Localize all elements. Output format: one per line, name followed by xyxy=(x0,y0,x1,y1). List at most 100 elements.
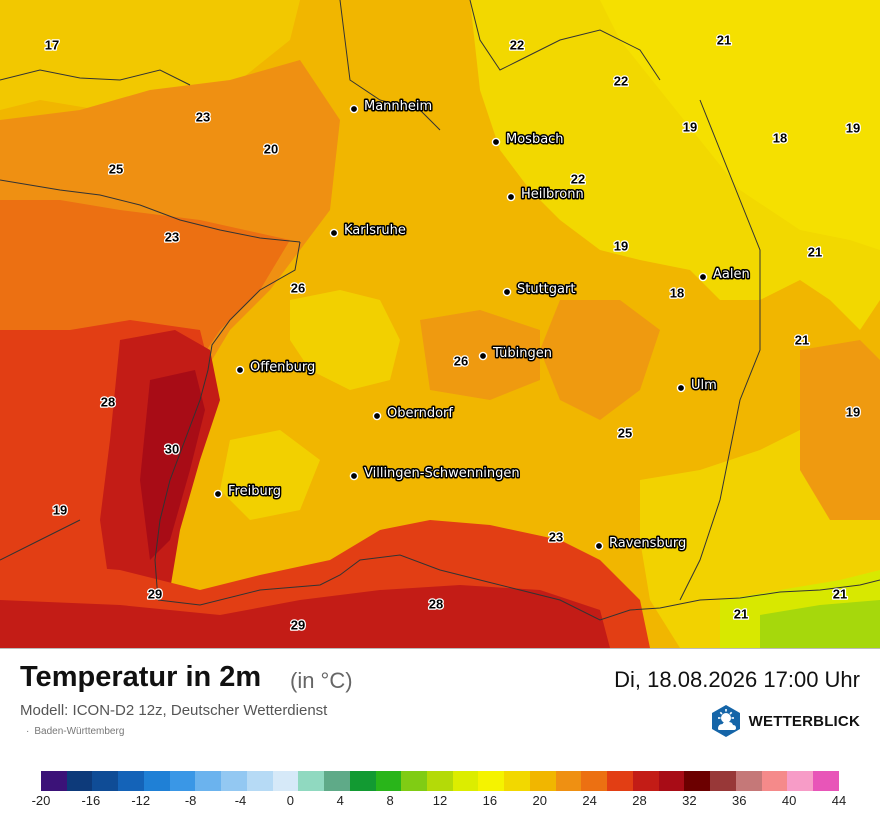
temperature-value: 19 xyxy=(846,120,860,135)
city-marker: Mosbach xyxy=(491,131,565,149)
legend-label: -8 xyxy=(184,793,197,808)
temperature-value: 25 xyxy=(618,425,632,440)
city-marker: Mannheim xyxy=(349,98,434,116)
legend-swatch xyxy=(581,771,608,791)
legend-swatch xyxy=(632,771,659,791)
legend-label: -16 xyxy=(81,793,101,808)
color-legend xyxy=(41,771,839,791)
city-marker: Aalen xyxy=(698,266,751,284)
legend-label: 44 xyxy=(831,793,847,808)
legend-swatch xyxy=(710,771,736,791)
map-title: Temperatur in 2m xyxy=(20,661,262,693)
legend-swatch xyxy=(478,771,505,791)
temperature-value: 18 xyxy=(773,130,787,145)
temperature-map: Mannheim Mosbach Heilbronn Karlsruhe Stuttga… xyxy=(0,0,880,648)
temperature-value: 26 xyxy=(454,353,468,368)
city-dot xyxy=(676,383,686,393)
city-marker: Ulm xyxy=(676,377,718,395)
city-marker: Ravensburg xyxy=(594,535,688,553)
city-dot xyxy=(349,471,359,481)
city-dot xyxy=(491,137,501,147)
east-border xyxy=(679,99,761,601)
city-dot xyxy=(329,228,339,238)
city-label: Ulm xyxy=(691,378,717,393)
city-label: Karlsruhe xyxy=(344,223,406,238)
cities: Mannheim Mosbach Heilbronn Karlsruhe Stuttga… xyxy=(213,98,751,553)
temperature-value: 29 xyxy=(291,617,305,632)
legend-swatch xyxy=(118,771,144,791)
temperature-value: 26 xyxy=(291,280,305,295)
legend-label: 0 xyxy=(286,793,294,808)
legend-swatch xyxy=(813,771,839,791)
legend-swatch xyxy=(324,771,350,791)
state-border xyxy=(0,179,301,243)
region-name: Baden-Württemberg xyxy=(34,726,125,737)
legend-label: 24 xyxy=(582,793,597,808)
temperature-value: 21 xyxy=(795,332,809,347)
legend-label: 16 xyxy=(482,793,498,808)
legend-swatch xyxy=(658,771,685,791)
legend-swatch xyxy=(169,771,196,791)
bullet-icon: · xyxy=(26,726,30,737)
legend-label: 40 xyxy=(781,793,797,808)
city-marker: Heilbronn xyxy=(506,186,585,204)
temperature-value: 23 xyxy=(165,229,179,244)
legend-swatch xyxy=(298,771,325,791)
legend-swatch xyxy=(401,771,428,791)
north-border xyxy=(339,0,441,131)
temperature-value: 28 xyxy=(101,394,115,409)
city-label: Freiburg xyxy=(228,484,281,499)
legend-label: 28 xyxy=(632,793,647,808)
city-dot xyxy=(213,489,223,499)
temperature-value: 21 xyxy=(833,586,847,601)
city-label: Stuttgart xyxy=(517,282,575,297)
legend-swatch xyxy=(761,771,788,791)
legend-label: -20 xyxy=(31,793,51,808)
legend-label: 20 xyxy=(532,793,547,808)
legend-swatch xyxy=(504,771,530,791)
temperature-value: 19 xyxy=(846,404,860,419)
temperature-value: 23 xyxy=(549,529,563,544)
legend-swatch xyxy=(375,771,402,791)
legend-label: -12 xyxy=(131,793,151,808)
legend-labels: -20 -16 -12 -8 -4 0 4 8 12 16 20 24 28 32 36 40 44 xyxy=(32,793,847,813)
city-marker: Villingen-Schwenningen xyxy=(349,465,521,483)
temperature-value: 21 xyxy=(717,32,731,47)
city-label: Offenburg xyxy=(250,360,315,375)
temperature-value: 20 xyxy=(264,141,278,156)
temperature-value: 17 xyxy=(45,37,59,52)
legend-label: -4 xyxy=(234,793,247,808)
legend-swatch xyxy=(221,771,247,791)
temperature-value: 21 xyxy=(808,244,822,259)
legend-swatch xyxy=(452,771,479,791)
city-dot xyxy=(594,541,604,551)
legend-swatch xyxy=(66,771,93,791)
forecast-datetime: Di, 18.08.2026 17:00 Uhr xyxy=(614,667,860,692)
temperature-field xyxy=(0,0,880,648)
legend-swatch xyxy=(787,771,814,791)
sun-cloud-icon xyxy=(711,705,740,737)
legend-label: 36 xyxy=(732,793,747,808)
wetterblick-logo[interactable]: WETTERBLICK xyxy=(709,704,860,738)
temperature-value: 19 xyxy=(614,238,628,253)
region-label: · Baden-Württemberg xyxy=(26,726,124,737)
legend-swatch xyxy=(246,771,273,791)
temperature-value: 18 xyxy=(670,285,684,300)
temperature-value: 22 xyxy=(571,171,585,186)
city-marker: Oberndorf xyxy=(372,405,455,423)
city-label: Aalen xyxy=(713,267,750,282)
north-border xyxy=(0,69,191,86)
city-label: Heilbronn xyxy=(521,187,584,202)
temperature-value: 22 xyxy=(510,37,524,52)
legend-swatch xyxy=(529,771,556,791)
legend-label: 8 xyxy=(386,793,394,808)
city-label: Villingen-Schwenningen xyxy=(364,466,520,481)
city-label: Tübingen xyxy=(492,346,552,361)
temperature-value: 19 xyxy=(683,119,697,134)
city-dot xyxy=(372,411,382,421)
legend-label: 4 xyxy=(336,793,344,808)
city-dot xyxy=(478,351,488,361)
legend-swatch xyxy=(555,771,582,791)
temperature-value: 29 xyxy=(148,586,162,601)
borders xyxy=(0,0,880,621)
